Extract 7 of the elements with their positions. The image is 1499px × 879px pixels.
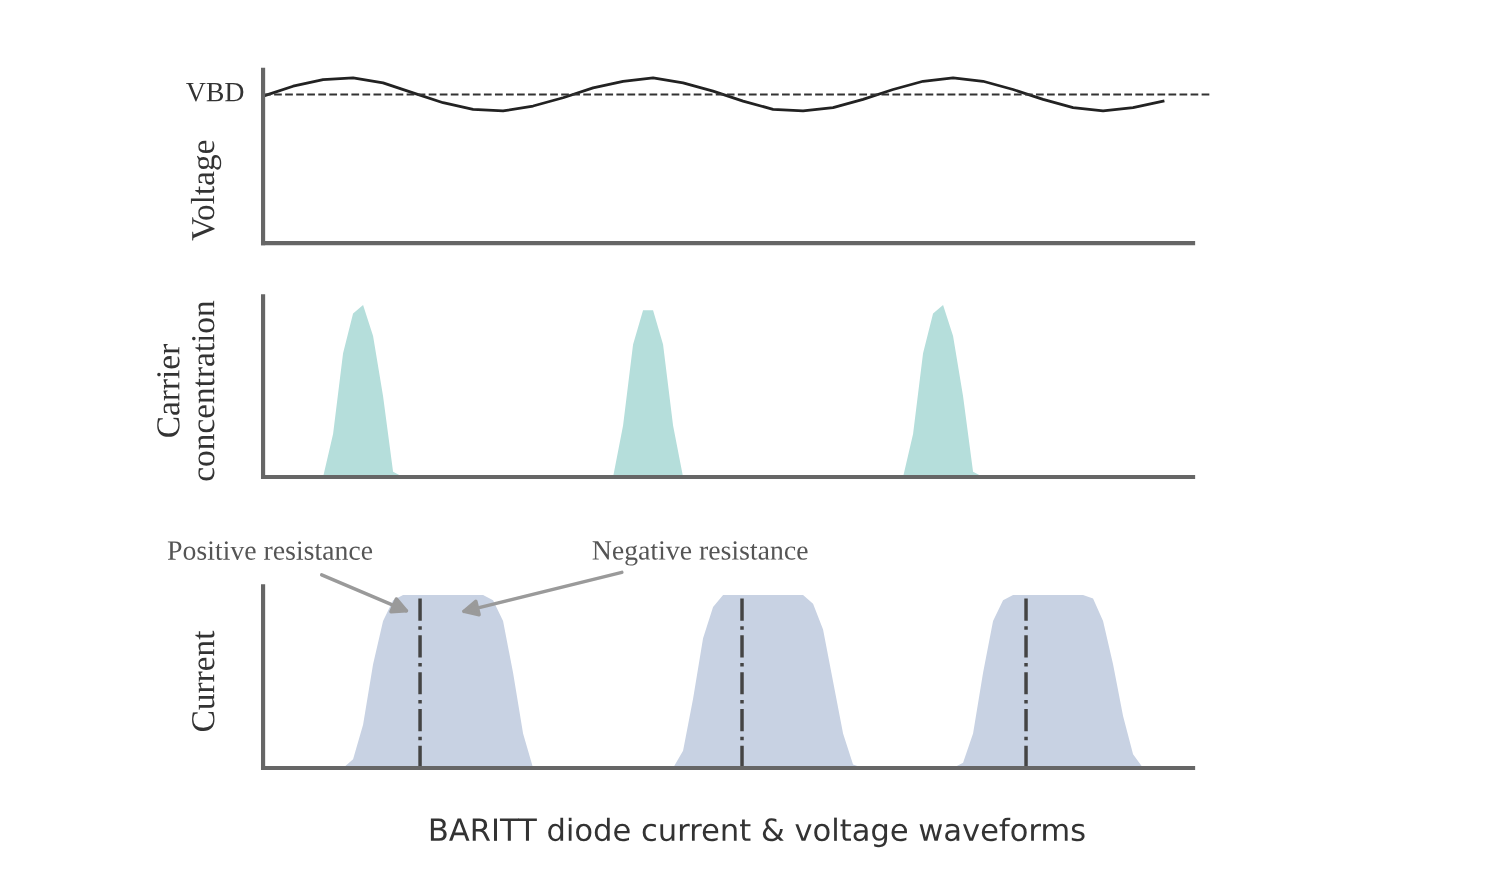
text: BARITT diode current & voltage waveforms xyxy=(430,817,1085,848)
text: Negative resistance xyxy=(592,541,808,566)
y-axis-title: Carrier concentration xyxy=(157,300,215,481)
text: Positive resistance xyxy=(167,541,373,560)
ref-line-label: VBD xyxy=(186,82,244,102)
y-axis-title: Current xyxy=(192,630,215,732)
y-axis-title: Voltage xyxy=(190,140,222,241)
